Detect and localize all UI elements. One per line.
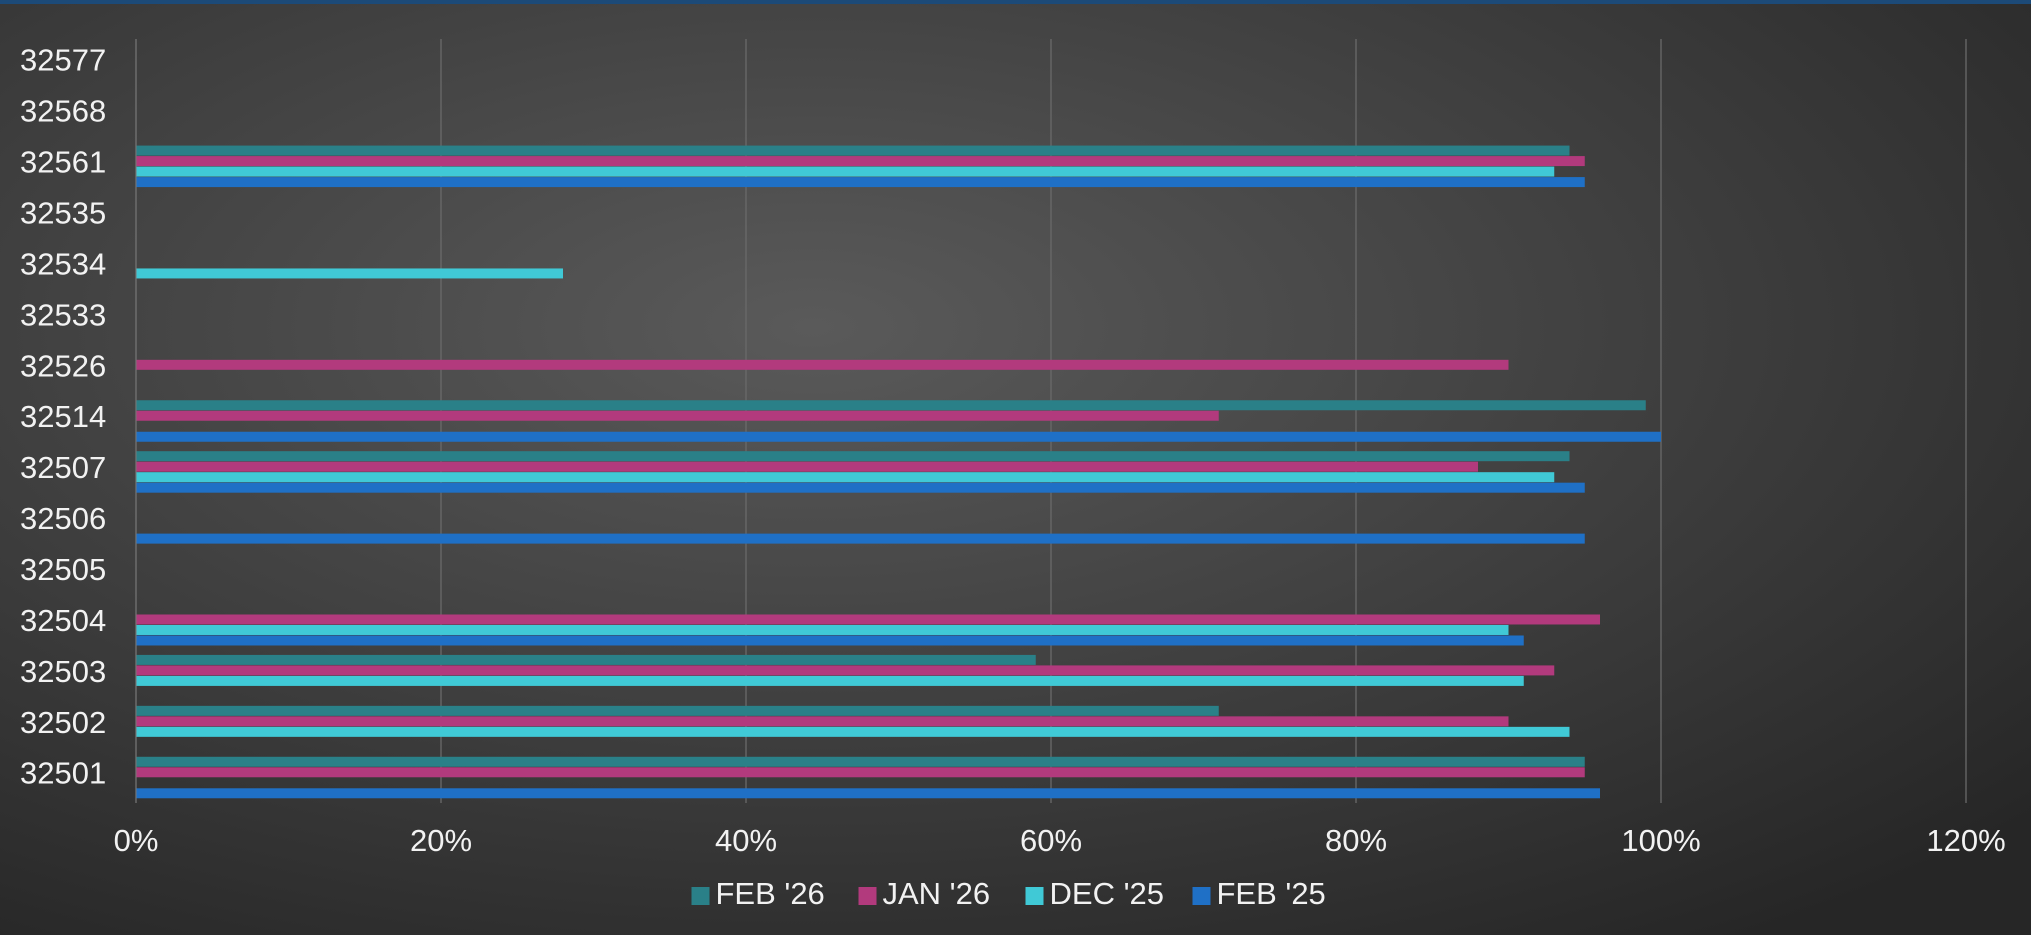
bar — [136, 166, 1555, 177]
y-tick-label: 32501 — [20, 756, 106, 791]
bar — [136, 675, 1524, 686]
x-tick-label: 80% — [1325, 823, 1387, 858]
legend-label: JAN '26 — [883, 876, 991, 911]
legend-swatch — [858, 887, 877, 905]
y-tick-label: 32507 — [20, 450, 106, 485]
y-tick-label: 32506 — [20, 501, 106, 536]
bar — [136, 726, 1570, 737]
bar — [136, 268, 563, 279]
legend-swatch — [1192, 887, 1211, 905]
y-tick-label: 32534 — [20, 246, 106, 281]
bar — [136, 177, 1585, 188]
legend-swatch — [691, 887, 710, 905]
legend-label: FEB '25 — [1217, 876, 1326, 911]
x-tick-label: 20% — [410, 823, 472, 858]
bar — [136, 431, 1661, 442]
bar — [136, 635, 1524, 646]
y-tick-label: 32561 — [20, 145, 106, 180]
y-tick-label: 32504 — [20, 603, 106, 638]
bar — [136, 461, 1478, 472]
bar — [136, 145, 1570, 156]
y-tick-label: 32533 — [20, 297, 106, 332]
top-border — [0, 0, 2031, 4]
legend-label: FEB '26 — [716, 876, 825, 911]
y-tick-label: 32577 — [20, 43, 106, 78]
bar — [136, 756, 1585, 767]
bar — [136, 533, 1585, 544]
bar — [136, 624, 1509, 635]
y-tick-label: 32526 — [20, 348, 106, 383]
legend-swatch — [1025, 887, 1044, 905]
bar — [136, 716, 1509, 727]
bar — [136, 614, 1600, 625]
bar — [136, 665, 1555, 676]
legend-label: DEC '25 — [1050, 876, 1164, 911]
bar — [136, 410, 1219, 421]
bar — [136, 767, 1585, 778]
bar — [136, 482, 1585, 493]
bar — [136, 654, 1036, 665]
x-tick-label: 100% — [1621, 823, 1700, 858]
y-tick-label: 32568 — [20, 94, 106, 129]
x-tick-label: 40% — [715, 823, 777, 858]
bar — [136, 705, 1219, 716]
x-tick-label: 120% — [1926, 823, 2005, 858]
x-tick-label: 0% — [114, 823, 159, 858]
bar — [136, 359, 1509, 370]
y-tick-label: 32535 — [20, 195, 106, 230]
bar — [136, 400, 1646, 411]
bar — [136, 451, 1570, 462]
bar — [136, 472, 1555, 483]
bar — [136, 156, 1585, 167]
bar — [136, 788, 1600, 799]
y-tick-label: 32514 — [20, 399, 106, 434]
y-tick-label: 32503 — [20, 654, 106, 689]
y-tick-label: 32505 — [20, 552, 106, 587]
y-tick-label: 32502 — [20, 705, 106, 740]
x-tick-label: 60% — [1020, 823, 1082, 858]
